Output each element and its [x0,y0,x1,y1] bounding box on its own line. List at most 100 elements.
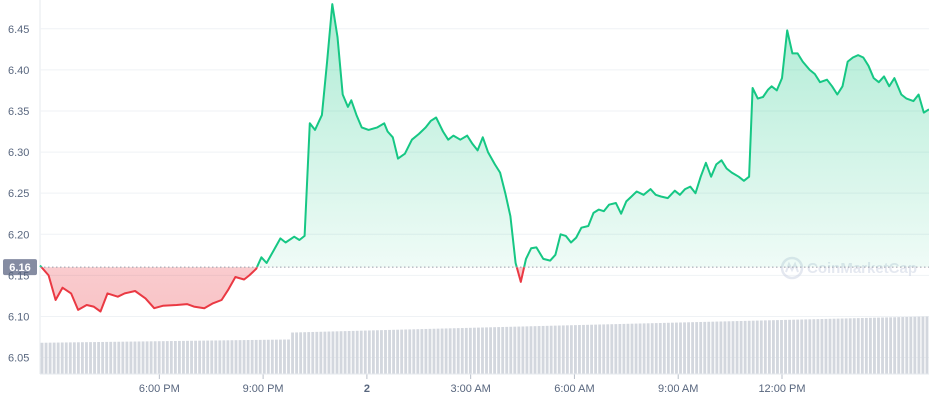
volume-bar [505,326,509,374]
volume-bar [177,340,181,374]
volume-bar [767,320,771,374]
volume-bar [836,318,840,374]
volume-bar [630,323,634,374]
volume-bar [561,325,565,374]
volume-bar [529,326,533,374]
volume-bar [699,321,703,374]
volume-bar [812,319,816,374]
volume-bar [444,328,448,374]
price-line [39,3,929,313]
volume-bar [844,318,848,374]
volume-bar [392,329,395,374]
volume-bar [622,323,626,374]
volume-bar [380,330,383,374]
volume-bar [202,340,206,374]
volume-bar [731,321,735,374]
volume-bar [331,331,335,374]
volume-bar [210,340,214,374]
volume-bar [525,326,529,374]
volume-bar [602,324,606,374]
reference-price-badge [3,259,37,276]
volume-bar [388,329,391,374]
volume-bar [375,330,379,374]
volume-bar [703,321,707,374]
price-area [40,4,929,312]
volume-bar [206,340,210,374]
volume-bar [64,342,68,374]
volume-bar [626,323,630,374]
volume-bar [569,325,573,374]
volume-bar [606,324,610,374]
volume-bar [291,332,294,374]
volume-bar [537,326,541,374]
volume-bar [109,341,113,374]
volume-bar [307,332,311,374]
volume-bar [222,340,226,374]
volume-bar [400,329,404,374]
volume-bar [246,340,250,374]
volume-bar [113,341,117,374]
volume-bar [889,317,893,374]
volume-bar [646,323,650,374]
volume-bar [788,319,792,374]
volume-bar [93,342,96,374]
volume-bar [772,320,775,374]
volume-bar [262,339,266,374]
volume-bar [48,342,52,374]
volume-bar [133,341,137,374]
volume-bar [295,332,299,374]
volume-bar [666,322,670,374]
volume-bar [460,328,464,374]
volume-bar [586,324,589,374]
volume-bar [642,323,646,374]
volume-bar [270,339,274,374]
volume-bar [565,325,569,374]
volume-bar [658,322,662,374]
volume-bar [509,326,513,374]
volume-bar [513,326,517,374]
volume-bar [828,318,832,374]
volume-bar [448,328,452,374]
volume-bar [784,319,787,374]
volume-bar [800,319,804,374]
volume-bar [743,320,747,374]
volume-bar [327,331,331,374]
volume-bar [396,329,400,374]
volume-bar [679,322,682,374]
volume-bar [404,329,408,374]
volume-bar [363,330,367,374]
volume-bar [501,326,505,374]
volume-bar [145,341,149,374]
volume-bar [792,319,796,374]
volume-bar [319,331,323,374]
x-tick-label: 2 [364,383,370,395]
volume-bar [72,342,76,374]
volume-bar [464,327,468,374]
x-tick-label: 6:00 PM [139,383,180,395]
volume-bar [105,341,109,374]
volume-bar [715,321,719,374]
volume-bar [44,342,48,374]
volume-bar [497,327,501,374]
volume-bar [323,331,327,374]
volume-bar [472,327,476,374]
x-tick-label: 12:00 PM [758,383,805,395]
volume-bar [594,324,598,374]
volume-bar [218,340,222,374]
volume-bar [763,320,767,374]
volume-bar [477,327,480,374]
volume-bar [432,328,436,374]
volume-bar [796,319,800,374]
volume-bar [198,340,202,374]
volume-bar [727,321,731,374]
y-tick-label: 6.05 [8,353,29,365]
volume-bar [190,340,193,374]
volume-bar [634,323,638,374]
volume-bar [303,332,307,374]
reference-price-line: 6.16 [3,259,929,276]
volume-bar [493,327,497,374]
volume-bar [905,316,909,374]
volume-bar [873,317,876,374]
y-tick-label: 6.10 [8,311,29,323]
volume-bar [654,323,658,374]
